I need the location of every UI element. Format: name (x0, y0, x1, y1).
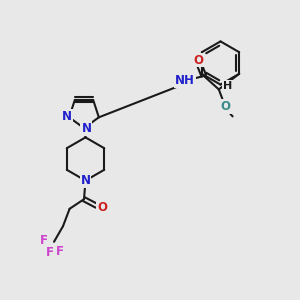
Text: H: H (223, 81, 232, 91)
Text: N: N (62, 110, 72, 123)
Text: N: N (80, 174, 91, 187)
Text: O: O (97, 201, 107, 214)
Text: NH: NH (175, 74, 195, 87)
Text: N: N (81, 122, 92, 135)
Text: F: F (46, 246, 53, 259)
Text: F: F (56, 245, 63, 258)
Text: O: O (221, 100, 231, 113)
Text: O: O (194, 53, 203, 67)
Text: F: F (40, 234, 47, 247)
